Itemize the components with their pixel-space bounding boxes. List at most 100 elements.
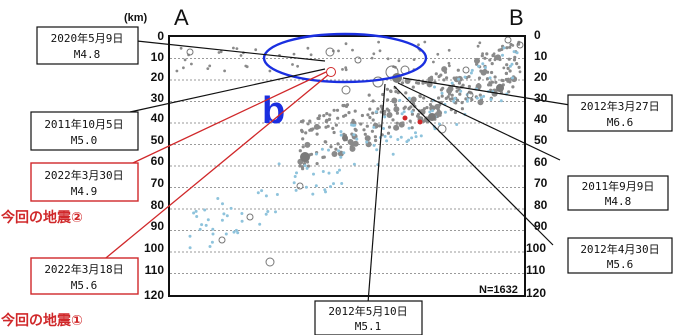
hypocenter-dot xyxy=(431,109,434,113)
hypocenter-dot xyxy=(417,43,420,47)
event-count: N=1632 xyxy=(479,284,518,296)
hypocenter-dot xyxy=(497,48,501,52)
hypocenter-dot xyxy=(372,143,376,147)
hypocenter-dot xyxy=(386,57,390,61)
hypocenter-large-dot xyxy=(428,113,436,121)
hypocenter-dot xyxy=(450,81,454,85)
hypocenter-dot xyxy=(455,98,460,102)
hypocenter-dot xyxy=(389,135,393,139)
hypocenter-dot xyxy=(371,111,375,115)
hypocenter-dot xyxy=(455,123,459,126)
hypocenter-dot xyxy=(324,119,328,124)
hypocenter-dot xyxy=(397,59,401,63)
hypocenter-dot xyxy=(410,96,417,103)
depth-ticks-right: 0 10 20 30 40 50 60 70 80 90 100 110 120 xyxy=(526,28,548,300)
hypocenter-dot xyxy=(394,90,398,94)
hypocenter-open-circle xyxy=(218,236,226,244)
hypocenter-dot xyxy=(467,84,471,89)
hypocenter-dot xyxy=(341,68,344,71)
hypocenter-dot xyxy=(433,85,436,89)
hypocenter-dot xyxy=(402,110,406,114)
hypocenter-dot xyxy=(339,133,343,137)
hypocenter-dot xyxy=(504,71,508,76)
hypocenter-dot xyxy=(425,106,429,110)
hypocenter-dot xyxy=(324,125,328,129)
hypocenter-dot xyxy=(371,118,375,122)
corner-label-b: B xyxy=(509,5,524,30)
hypocenter-dot xyxy=(301,145,305,149)
hypocenter-dot xyxy=(240,219,244,223)
tick-left-30: 30 xyxy=(151,91,165,105)
hypocenter-dot xyxy=(485,77,490,81)
label-2012apr30: 2012年4月30日 M5.6 xyxy=(567,237,673,274)
hypocenter-dot xyxy=(502,46,506,50)
hypocenter-dot xyxy=(372,52,376,56)
depth-gridlines xyxy=(170,58,524,274)
hypocenter-dot xyxy=(436,52,440,56)
hypocenter-dot xyxy=(459,89,463,93)
hypocenter-dot xyxy=(498,57,502,62)
hypocenter-dot xyxy=(327,148,330,152)
hypocenter-dot xyxy=(342,114,346,118)
hypocenter-dot xyxy=(258,222,262,226)
leader-2022mar30 xyxy=(100,71,327,179)
hypocenter-dot xyxy=(301,119,305,123)
label-2022mar18: 2022年3月18日 M5.6 xyxy=(30,257,139,295)
hypocenter-dot xyxy=(447,48,451,52)
tick-left-80: 80 xyxy=(151,198,165,212)
hypocenter-open-circle xyxy=(296,182,304,190)
hypocenter-dot xyxy=(329,145,333,149)
hypocenter-dot xyxy=(428,103,433,107)
hypocenter-dot xyxy=(203,208,207,212)
hypocenter-dot xyxy=(395,126,400,130)
hypocenter-dot xyxy=(453,110,457,115)
hypocenter-dot xyxy=(446,87,453,94)
hypocenter-dot xyxy=(478,41,482,45)
hypocenter-dot xyxy=(510,62,514,66)
label-2020: 2020年5月9日 M4.8 xyxy=(36,26,139,65)
hypocenter-dot xyxy=(377,40,380,44)
hypocenter-dot xyxy=(236,231,240,235)
hypocenter-dot xyxy=(410,136,414,140)
hypocenter-dot xyxy=(511,76,514,80)
leader-2012may10 xyxy=(367,83,386,304)
hypocenter-dot xyxy=(490,70,494,75)
hypocenter-dot xyxy=(301,137,305,141)
hypocenter-dot xyxy=(465,99,469,103)
hypocenter-dot xyxy=(208,245,212,248)
tick-left-120: 120 xyxy=(144,288,164,302)
hypocenter-dot xyxy=(353,123,357,127)
tick-right-30: 30 xyxy=(534,91,548,105)
label-2012mar27-mag: M6.6 xyxy=(607,116,634,129)
hypocenter-dot xyxy=(312,172,315,176)
hypocenter-dot xyxy=(294,188,298,192)
hypocenter-dot xyxy=(488,76,492,80)
hypocenter-dot xyxy=(188,234,192,238)
hypocenter-dot xyxy=(452,99,456,103)
hypocenter-dot xyxy=(198,227,202,231)
hypocenter-dot xyxy=(474,57,480,64)
hypocenter-dot xyxy=(396,138,400,141)
hypocenter-dot xyxy=(367,93,371,97)
hypocenter-dot xyxy=(385,87,389,91)
tick-right-40: 40 xyxy=(534,112,548,126)
hypocenter-dot xyxy=(321,155,325,159)
hypocenter-dot xyxy=(318,114,322,118)
hypocenter-dot xyxy=(407,96,411,100)
label-2011sep-date: 2011年9月9日 xyxy=(582,179,655,193)
hypocenter-dot xyxy=(291,63,294,66)
hypocenter-dot xyxy=(493,58,497,62)
hypocenter-dot xyxy=(239,54,243,57)
hypocenter-dot xyxy=(399,135,403,139)
hypocenter-dot xyxy=(329,185,332,189)
hypocenter-dot xyxy=(395,111,399,115)
annotation-quake-1: 今回の地震① xyxy=(0,312,83,329)
hypocenter-dot xyxy=(368,107,372,111)
hypocenter-dot xyxy=(463,75,467,79)
hypocenter-dot xyxy=(376,107,380,111)
tick-right-50: 50 xyxy=(534,133,548,147)
hypocenter-dot xyxy=(499,99,503,103)
hypocenter-dot xyxy=(266,210,270,213)
hypocenter-dot xyxy=(515,51,519,55)
hypocenter-dot xyxy=(206,67,210,70)
